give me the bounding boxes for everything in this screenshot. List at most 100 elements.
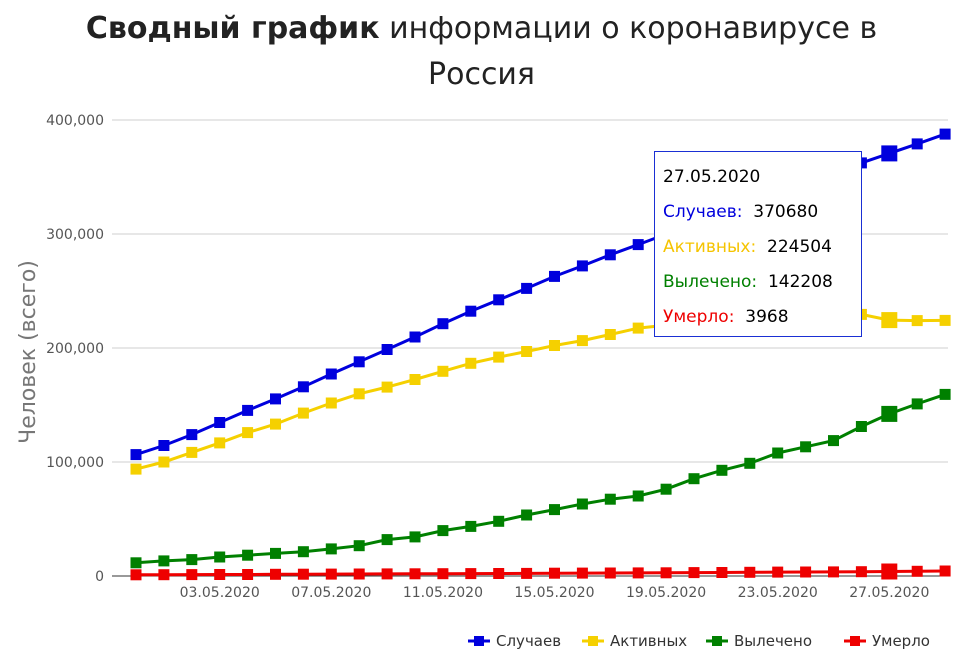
data-point[interactable] — [772, 566, 784, 578]
data-point[interactable] — [270, 393, 281, 405]
data-point[interactable] — [270, 418, 281, 430]
data-point[interactable] — [549, 340, 560, 351]
data-point[interactable] — [828, 566, 839, 578]
data-point[interactable] — [716, 567, 728, 578]
data-point[interactable] — [465, 520, 477, 532]
data-point[interactable] — [881, 563, 898, 580]
data-point[interactable] — [939, 314, 951, 326]
data-point[interactable] — [632, 239, 644, 251]
data-point[interactable] — [800, 441, 812, 453]
data-point[interactable] — [800, 566, 812, 578]
data-point[interactable] — [214, 551, 226, 563]
legend-item[interactable]: Случаев — [468, 632, 561, 650]
data-point[interactable] — [242, 569, 254, 580]
data-point[interactable] — [437, 365, 449, 377]
data-point[interactable] — [911, 138, 923, 150]
data-point[interactable] — [549, 270, 560, 282]
legend-item[interactable]: Активных — [582, 632, 687, 650]
data-point[interactable] — [158, 440, 170, 451]
data-point[interactable] — [325, 568, 337, 580]
data-point[interactable] — [493, 294, 505, 306]
data-point[interactable] — [549, 567, 560, 579]
data-point[interactable] — [270, 547, 281, 559]
data-point[interactable] — [437, 318, 449, 330]
data-point[interactable] — [881, 405, 898, 422]
data-point[interactable] — [381, 568, 393, 580]
data-point[interactable] — [242, 549, 254, 561]
data-point[interactable] — [437, 568, 449, 580]
data-point[interactable] — [186, 446, 198, 458]
data-point[interactable] — [353, 356, 365, 368]
data-point[interactable] — [465, 305, 477, 317]
data-point[interactable] — [493, 351, 505, 363]
data-point[interactable] — [855, 566, 867, 578]
data-point[interactable] — [688, 567, 700, 579]
data-point[interactable] — [632, 567, 644, 579]
data-point[interactable] — [186, 429, 198, 441]
data-point[interactable] — [660, 567, 672, 579]
data-point[interactable] — [549, 504, 560, 516]
series-Вылечено[interactable] — [130, 388, 951, 569]
data-point[interactable] — [270, 568, 281, 580]
data-point[interactable] — [353, 540, 365, 552]
data-point[interactable] — [465, 357, 477, 369]
data-point[interactable] — [130, 463, 142, 475]
data-point[interactable] — [604, 249, 616, 261]
series-Умерло[interactable] — [130, 563, 951, 581]
data-point[interactable] — [911, 315, 923, 327]
data-point[interactable] — [158, 456, 170, 468]
data-point[interactable] — [214, 569, 226, 580]
data-point[interactable] — [214, 417, 226, 428]
data-point[interactable] — [716, 464, 728, 476]
data-point[interactable] — [297, 381, 309, 393]
data-point[interactable] — [660, 483, 672, 495]
data-point[interactable] — [381, 381, 393, 393]
data-point[interactable] — [604, 329, 616, 340]
data-point[interactable] — [158, 569, 170, 581]
data-point[interactable] — [214, 437, 226, 449]
data-point[interactable] — [521, 509, 533, 521]
data-point[interactable] — [493, 515, 505, 527]
data-point[interactable] — [465, 568, 477, 580]
data-point[interactable] — [409, 374, 421, 385]
data-point[interactable] — [881, 145, 898, 162]
data-point[interactable] — [130, 557, 142, 569]
data-point[interactable] — [409, 531, 421, 543]
data-point[interactable] — [939, 128, 951, 140]
data-point[interactable] — [158, 555, 170, 567]
data-point[interactable] — [939, 388, 951, 400]
data-point[interactable] — [576, 335, 588, 347]
data-point[interactable] — [576, 567, 588, 579]
data-point[interactable] — [911, 565, 923, 577]
data-point[interactable] — [353, 568, 365, 580]
data-point[interactable] — [881, 312, 898, 329]
data-point[interactable] — [437, 525, 449, 537]
data-point[interactable] — [632, 490, 644, 502]
data-point[interactable] — [521, 346, 533, 357]
data-point[interactable] — [409, 331, 421, 343]
data-point[interactable] — [828, 435, 839, 447]
data-point[interactable] — [493, 568, 505, 579]
data-point[interactable] — [297, 546, 309, 558]
data-point[interactable] — [521, 567, 533, 579]
data-point[interactable] — [325, 543, 337, 555]
data-point[interactable] — [353, 388, 365, 400]
data-point[interactable] — [576, 260, 588, 272]
legend-item[interactable]: Вылечено — [706, 632, 812, 650]
data-point[interactable] — [772, 447, 784, 459]
data-point[interactable] — [325, 368, 337, 380]
data-point[interactable] — [381, 344, 393, 355]
data-point[interactable] — [632, 322, 644, 334]
data-point[interactable] — [744, 457, 756, 469]
data-point[interactable] — [911, 398, 923, 410]
data-point[interactable] — [242, 427, 254, 439]
data-point[interactable] — [242, 404, 254, 416]
data-point[interactable] — [521, 282, 533, 294]
data-point[interactable] — [130, 449, 142, 461]
data-point[interactable] — [297, 407, 309, 419]
data-point[interactable] — [409, 568, 421, 580]
data-point[interactable] — [855, 421, 867, 432]
data-point[interactable] — [325, 397, 337, 409]
data-point[interactable] — [130, 569, 142, 581]
data-point[interactable] — [604, 567, 616, 579]
